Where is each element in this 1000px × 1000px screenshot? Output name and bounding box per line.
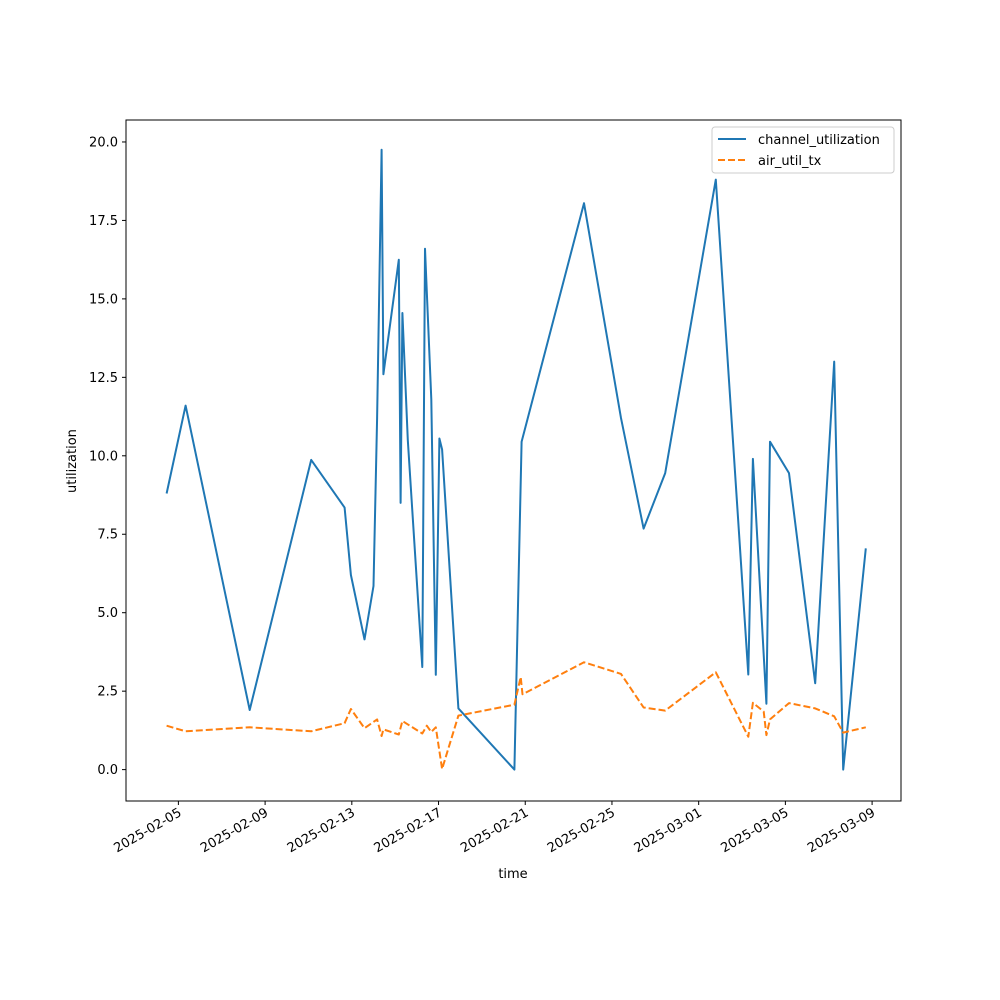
y-tick-label: 7.5: [97, 528, 118, 543]
series-line-channel_utilization: [165, 148, 867, 771]
legend-box: [711, 126, 895, 174]
x-axis-title: time: [498, 867, 527, 882]
y-tick-label: 10.0: [89, 449, 118, 464]
y-tick-label: 2.5: [97, 685, 118, 700]
y-tick-label: 12.5: [89, 371, 118, 386]
y-axis: 0.0 2.5 5.0 7.5 10.0 12.5 15.0 17.5 20.0: [89, 135, 126, 778]
legend-label: channel_utilization: [758, 133, 880, 148]
y-tick-label: 15.0: [89, 292, 118, 307]
series-line-air_util_tx: [166, 661, 867, 770]
axes-frame: [125, 119, 902, 802]
y-tick-label: 20.0: [89, 135, 118, 150]
y-axis-title: utilization: [65, 429, 80, 493]
legend-label: air_util_tx: [758, 154, 822, 169]
y-tick-label: 0.0: [97, 763, 118, 778]
legend: channel_utilization air_util_tx: [711, 126, 895, 174]
y-tick-label: 17.5: [89, 214, 118, 229]
y-tick-label: 5.0: [97, 606, 118, 621]
plot-area: [165, 148, 867, 771]
